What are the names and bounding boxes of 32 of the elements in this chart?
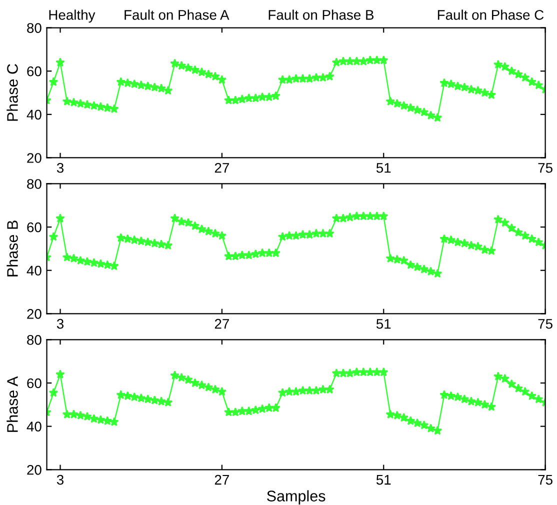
x-tick-label: 27 xyxy=(214,318,229,329)
y-tick-label: 20 xyxy=(27,153,42,163)
y-tick-label: 60 xyxy=(27,378,42,388)
y-tick-label: 20 xyxy=(27,309,42,319)
x-tick-label: 75 xyxy=(538,475,552,485)
x-tick-label: 75 xyxy=(538,163,552,173)
x-tick-label: 51 xyxy=(376,475,391,485)
x-tick-label: 27 xyxy=(214,474,229,485)
x-tick-label: 3 xyxy=(56,318,64,329)
x-tick-label: 27 xyxy=(214,162,229,173)
x-tick-label: 51 xyxy=(376,319,391,329)
y-axis-title: Phase A xyxy=(6,376,18,432)
text: Healthy xyxy=(49,10,96,23)
y-tick-label: 20 xyxy=(27,464,42,475)
x-tick-label: 75 xyxy=(538,319,552,329)
y-tick-label: 40 xyxy=(26,266,42,276)
x-tick-label: 51 xyxy=(376,163,391,173)
x-tick-label: 3 xyxy=(56,162,64,173)
y-tick-label: 60 xyxy=(27,222,42,232)
y-tick-label: 80 xyxy=(27,179,42,189)
text: Fault on Phase A xyxy=(124,10,230,20)
y-axis-title: Phase C xyxy=(6,64,18,121)
y-tick-label: 40 xyxy=(26,110,42,120)
y-tick-label: 40 xyxy=(26,422,42,432)
y-tick-label: 60 xyxy=(27,66,42,76)
x-tick-label: 3 xyxy=(56,474,64,485)
y-tick-label: 80 xyxy=(27,23,42,33)
y-axis-title: Phase B xyxy=(6,220,18,276)
y-tick-label: 80 xyxy=(27,335,42,345)
x-axis-title: Samples xyxy=(267,490,326,504)
text: Fault on Phase B xyxy=(268,10,374,20)
text: Fault on Phase C xyxy=(438,10,544,20)
